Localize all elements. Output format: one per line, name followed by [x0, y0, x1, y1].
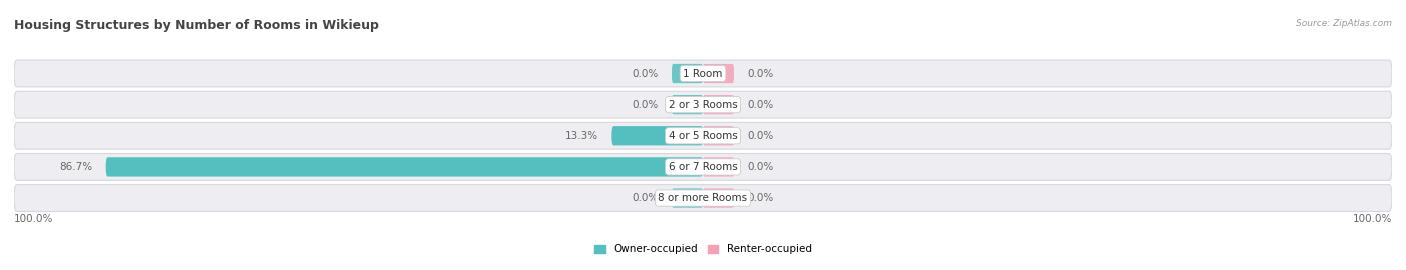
Text: 100.0%: 100.0%: [1353, 214, 1392, 224]
Text: 13.3%: 13.3%: [564, 131, 598, 141]
Text: 0.0%: 0.0%: [748, 69, 775, 79]
FancyBboxPatch shape: [703, 126, 734, 146]
Text: 0.0%: 0.0%: [631, 69, 658, 79]
Text: 100.0%: 100.0%: [14, 214, 53, 224]
FancyBboxPatch shape: [703, 64, 734, 83]
Text: Housing Structures by Number of Rooms in Wikieup: Housing Structures by Number of Rooms in…: [14, 19, 380, 32]
FancyBboxPatch shape: [105, 157, 703, 177]
Text: 8 or more Rooms: 8 or more Rooms: [658, 193, 748, 203]
Text: 1 Room: 1 Room: [683, 69, 723, 79]
FancyBboxPatch shape: [703, 188, 734, 208]
Legend: Owner-occupied, Renter-occupied: Owner-occupied, Renter-occupied: [595, 244, 811, 254]
FancyBboxPatch shape: [672, 64, 703, 83]
Text: 0.0%: 0.0%: [748, 131, 775, 141]
FancyBboxPatch shape: [612, 126, 703, 146]
FancyBboxPatch shape: [703, 157, 734, 177]
Text: 0.0%: 0.0%: [748, 162, 775, 172]
FancyBboxPatch shape: [14, 91, 1392, 118]
Text: 2 or 3 Rooms: 2 or 3 Rooms: [669, 100, 737, 110]
FancyBboxPatch shape: [14, 154, 1392, 180]
Text: 0.0%: 0.0%: [748, 100, 775, 110]
Text: 0.0%: 0.0%: [748, 193, 775, 203]
FancyBboxPatch shape: [14, 185, 1392, 211]
FancyBboxPatch shape: [14, 122, 1392, 149]
FancyBboxPatch shape: [672, 95, 703, 114]
Text: 86.7%: 86.7%: [59, 162, 91, 172]
Text: 6 or 7 Rooms: 6 or 7 Rooms: [669, 162, 737, 172]
Text: 0.0%: 0.0%: [631, 100, 658, 110]
FancyBboxPatch shape: [703, 95, 734, 114]
FancyBboxPatch shape: [14, 60, 1392, 87]
Text: Source: ZipAtlas.com: Source: ZipAtlas.com: [1296, 19, 1392, 28]
FancyBboxPatch shape: [672, 188, 703, 208]
Text: 4 or 5 Rooms: 4 or 5 Rooms: [669, 131, 737, 141]
Text: 0.0%: 0.0%: [631, 193, 658, 203]
